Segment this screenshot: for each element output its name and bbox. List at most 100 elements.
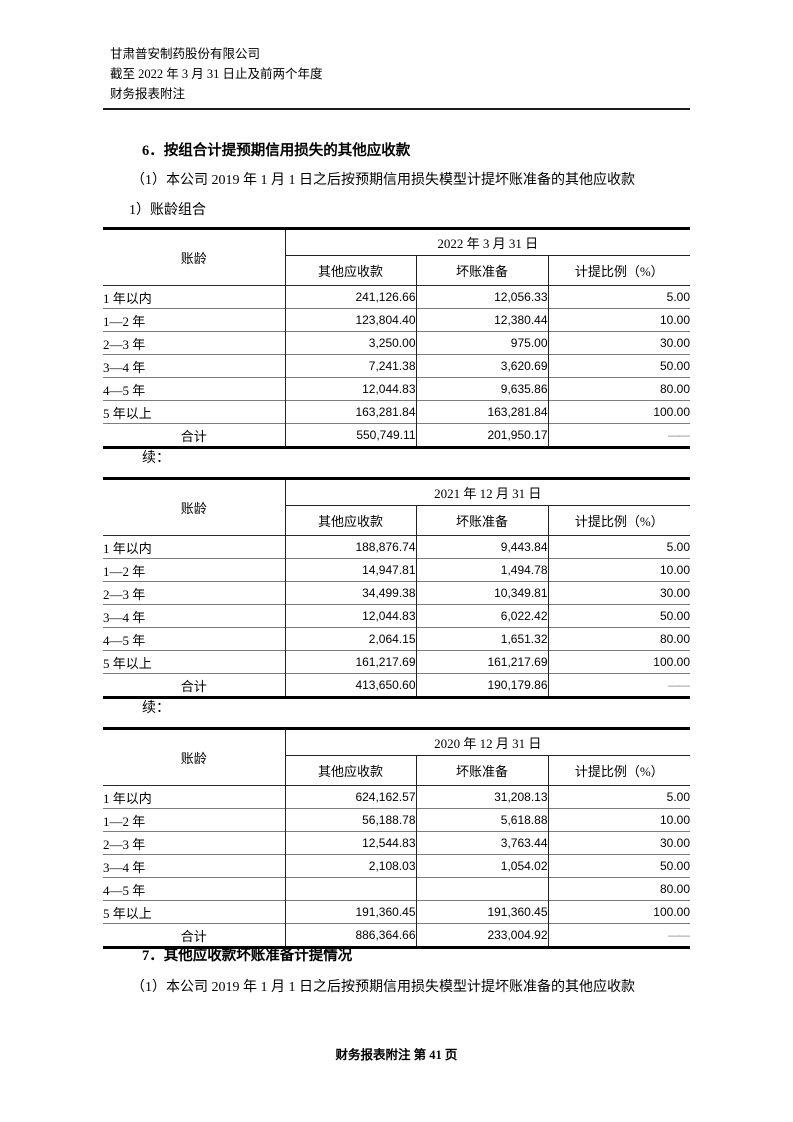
cell-bad-debt-provision: 191,360.45	[416, 900, 549, 924]
date-header: 2021 年 12 月 31 日	[285, 478, 690, 506]
table-row: 5 年以上 161,217.69 161,217.69 100.00	[103, 650, 690, 674]
cell-aging-label: 1 年以内	[103, 535, 286, 559]
cell-aging-label: 2—3 年	[103, 331, 286, 355]
column-header-aging: 账龄	[103, 228, 286, 286]
table-row: 4—5 年 80.00	[103, 877, 690, 901]
cell-bad-debt-provision: 31,208.13	[416, 785, 549, 809]
cell-bad-debt-provision: 6,022.42	[416, 604, 549, 628]
column-header-bad-debt-provision: 坏账准备	[416, 505, 549, 536]
table-row: 2—3 年 3,250.00 975.00 30.00	[103, 331, 691, 355]
section-7-paragraph-1: （1）本公司 2019 年 1 月 1 日之后按预期信用损失模型计提坏账准备的其…	[131, 980, 635, 995]
cell-total-bad-debt-provision: 201,950.17	[416, 423, 549, 448]
table-row: 4—5 年 12,044.83 9,635.86 80.00	[103, 377, 691, 401]
cell-provision-ratio: 30.00	[659, 836, 690, 850]
cell-aging-label: 1—2 年	[103, 808, 286, 832]
cell-other-receivables: 123,804.40	[285, 308, 417, 332]
aging-table-2022: 账龄 2022 年 3 月 31 日 其他应收款 坏账准备 计提比例（%） 1 …	[103, 227, 691, 449]
cell-provision-ratio: 30.00	[659, 586, 690, 600]
cell-bad-debt-provision: 161,217.69	[416, 650, 549, 674]
cell-aging-label: 5 年以上	[103, 400, 286, 424]
cell-aging-label: 5 年以上	[103, 900, 286, 924]
cell-other-receivables: 241,126.66	[285, 285, 417, 309]
cell-total-provision-ratio: ——	[668, 428, 691, 442]
cell-bad-debt-provision: 9,635.86	[416, 377, 549, 401]
cell-provision-ratio: 100.00	[653, 405, 691, 419]
table-row: 5 年以上 191,360.45 191,360.45 100.00	[103, 900, 690, 924]
cell-other-receivables: 188,876.74	[285, 535, 417, 559]
cell-provision-ratio: 80.00	[659, 382, 691, 396]
page-footer: 财务报表附注 第 41 页	[335, 1048, 458, 1062]
column-header-other-receivables: 其他应收款	[285, 505, 417, 536]
cell-bad-debt-provision: 1,054.02	[416, 854, 549, 878]
cell-provision-ratio: 30.00	[659, 336, 691, 350]
cell-provision-ratio: 100.00	[653, 905, 690, 919]
table-row: 1—2 年 14,947.81 1,494.78 10.00	[103, 558, 690, 582]
cell-bad-debt-provision: 1,651.32	[416, 627, 549, 651]
cell-aging-label: 4—5 年	[103, 627, 286, 651]
table-header-row: 账龄 2022 年 3 月 31 日	[103, 228, 691, 286]
cell-bad-debt-provision: 163,281.84	[416, 400, 549, 424]
cell-other-receivables: 12,044.83	[285, 377, 417, 401]
table-row: 3—4 年 12,044.83 6,022.42 50.00	[103, 604, 690, 628]
cell-aging-label: 3—4 年	[103, 854, 286, 878]
column-header-bad-debt-provision: 坏账准备	[416, 755, 549, 786]
cell-total-label: 合计	[103, 423, 286, 448]
cell-aging-label: 1 年以内	[103, 285, 286, 309]
table-row: 5 年以上 163,281.84 163,281.84 100.00	[103, 400, 691, 424]
cell-other-receivables: 14,947.81	[285, 558, 417, 582]
date-header: 2022 年 3 月 31 日	[285, 228, 691, 256]
cell-aging-label: 5 年以上	[103, 650, 286, 674]
cell-provision-ratio: 10.00	[659, 813, 690, 827]
company-name: 甘肃普安制药股份有限公司	[110, 47, 261, 61]
cell-total-provision-ratio: ——	[668, 678, 690, 692]
table-row: 2—3 年 12,544.83 3,763.44 30.00	[103, 831, 690, 855]
column-header-aging: 账龄	[103, 728, 286, 786]
report-period: 截至 2022 年 3 月 31 日止及前两个年度	[110, 67, 323, 81]
table-row: 4—5 年 2,064.15 1,651.32 80.00	[103, 627, 690, 651]
cell-other-receivables: 624,162.57	[285, 785, 417, 809]
table-row: 1 年以内 241,126.66 12,056.33 5.00	[103, 285, 691, 309]
cell-bad-debt-provision: 10,349.81	[416, 581, 549, 605]
cell-bad-debt-provision: 3,763.44	[416, 831, 549, 855]
cell-total-bad-debt-provision: 190,179.86	[416, 673, 549, 698]
continued-label-2: 续：	[142, 701, 170, 716]
cell-provision-ratio: 50.00	[659, 359, 691, 373]
section-6-paragraph-1: （1）本公司 2019 年 1 月 1 日之后按预期信用损失模型计提坏账准备的其…	[131, 173, 635, 188]
page-header: 甘肃普安制药股份有限公司 截至 2022 年 3 月 31 日止及前两个年度 财…	[110, 44, 323, 104]
cell-bad-debt-provision: 12,380.44	[416, 308, 549, 332]
cell-total-other-receivables: 886,364.66	[285, 923, 417, 948]
cell-other-receivables: 2,064.15	[285, 627, 417, 651]
cell-other-receivables: 12,044.83	[285, 604, 417, 628]
cell-other-receivables	[285, 877, 417, 901]
section-6-title: 6．按组合计提预期信用损失的其他应收款	[142, 143, 411, 159]
aging-table-2021: 账龄 2021 年 12 月 31 日 其他应收款 坏账准备 计提比例（%） 1…	[103, 477, 690, 699]
cell-aging-label: 2—3 年	[103, 831, 286, 855]
cell-aging-label: 3—4 年	[103, 604, 286, 628]
cell-provision-ratio: 80.00	[659, 882, 690, 896]
column-header-other-receivables: 其他应收款	[285, 255, 417, 286]
table-row: 1 年以内 188,876.74 9,443.84 5.00	[103, 535, 690, 559]
cell-other-receivables: 163,281.84	[285, 400, 417, 424]
table-row: 1—2 年 56,188.78 5,618.88 10.00	[103, 808, 690, 832]
table-header-row: 账龄 2021 年 12 月 31 日	[103, 478, 690, 536]
cell-provision-ratio: 5.00	[666, 290, 691, 304]
table-row: 3—4 年 2,108.03 1,054.02 50.00	[103, 854, 690, 878]
cell-other-receivables: 12,544.83	[285, 831, 417, 855]
cell-provision-ratio: 10.00	[659, 563, 690, 577]
cell-provision-ratio: 100.00	[653, 655, 690, 669]
document-type: 财务报表附注	[110, 87, 186, 101]
table-total-row: 合计 550,749.11 201,950.17 ——	[103, 423, 691, 448]
cell-other-receivables: 161,217.69	[285, 650, 417, 674]
cell-bad-debt-provision: 5,618.88	[416, 808, 549, 832]
cell-total-other-receivables: 413,650.60	[285, 673, 417, 698]
table-row: 2—3 年 34,499.38 10,349.81 30.00	[103, 581, 690, 605]
cell-bad-debt-provision: 12,056.33	[416, 285, 549, 309]
column-header-provision-ratio: 计提比例（%）	[574, 264, 664, 279]
column-header-other-receivables: 其他应收款	[285, 755, 417, 786]
cell-other-receivables: 56,188.78	[285, 808, 417, 832]
aging-table-2020: 账龄 2020 年 12 月 31 日 其他应收款 坏账准备 计提比例（%） 1…	[103, 727, 690, 949]
table-total-row: 合计 886,364.66 233,004.92 ——	[103, 923, 690, 948]
cell-bad-debt-provision: 3,620.69	[416, 354, 549, 378]
cell-provision-ratio: 10.00	[659, 313, 691, 327]
